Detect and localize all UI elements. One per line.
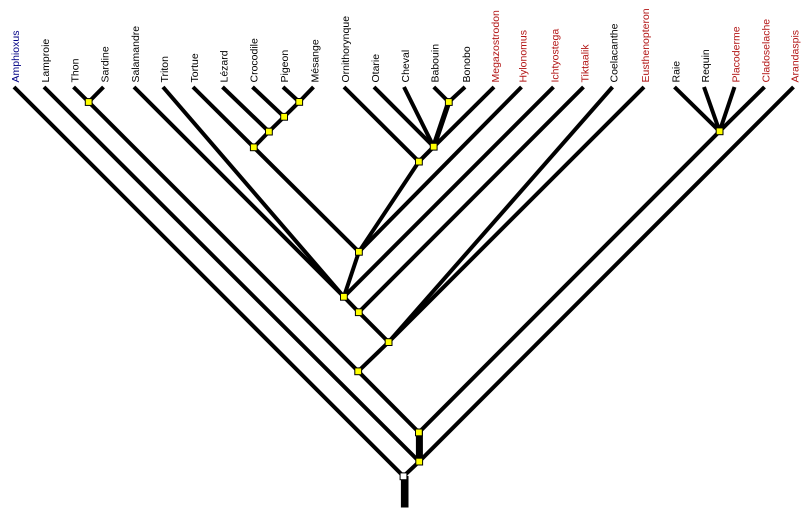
svg-text:Cheval: Cheval <box>400 50 412 83</box>
svg-text:Lézard: Lézard <box>218 50 230 82</box>
svg-text:Amphioxus: Amphioxus <box>10 31 22 83</box>
svg-text:Ornithorynque: Ornithorynque <box>340 16 352 83</box>
svg-text:Babouin: Babouin <box>430 44 442 83</box>
svg-text:Coelacanthe: Coelacanthe <box>608 23 620 82</box>
svg-text:Tortue: Tortue <box>189 53 201 82</box>
svg-text:Thon: Thon <box>69 58 81 82</box>
svg-text:Raie: Raie <box>670 61 682 83</box>
svg-text:Sardine: Sardine <box>99 46 111 82</box>
svg-text:Bonobo: Bonobo <box>461 46 473 82</box>
svg-text:Mésange: Mésange <box>309 39 321 82</box>
svg-text:Otarie: Otarie <box>370 54 382 83</box>
svg-text:Crocodile: Crocodile <box>248 38 260 83</box>
svg-text:Pigeon: Pigeon <box>279 50 291 83</box>
svg-text:Cladoselache: Cladoselache <box>760 19 772 83</box>
svg-text:Eusthenopteron: Eusthenopteron <box>640 8 652 82</box>
svg-text:Tiktaalik: Tiktaalik <box>579 44 591 83</box>
svg-text:Placoderme: Placoderme <box>730 26 742 82</box>
svg-text:Hylonomus: Hylonomus <box>517 30 529 83</box>
svg-text:Arandaspis: Arandaspis <box>789 30 801 83</box>
svg-text:Salamandre: Salamandre <box>130 26 142 83</box>
svg-text:Megazostrodon: Megazostrodon <box>490 10 502 83</box>
svg-text:Ichtyostega: Ichtyostega <box>549 29 561 83</box>
svg-text:Triton: Triton <box>159 56 171 83</box>
svg-text:Requin: Requin <box>700 49 712 82</box>
svg-text:Lamproie: Lamproie <box>40 39 52 83</box>
